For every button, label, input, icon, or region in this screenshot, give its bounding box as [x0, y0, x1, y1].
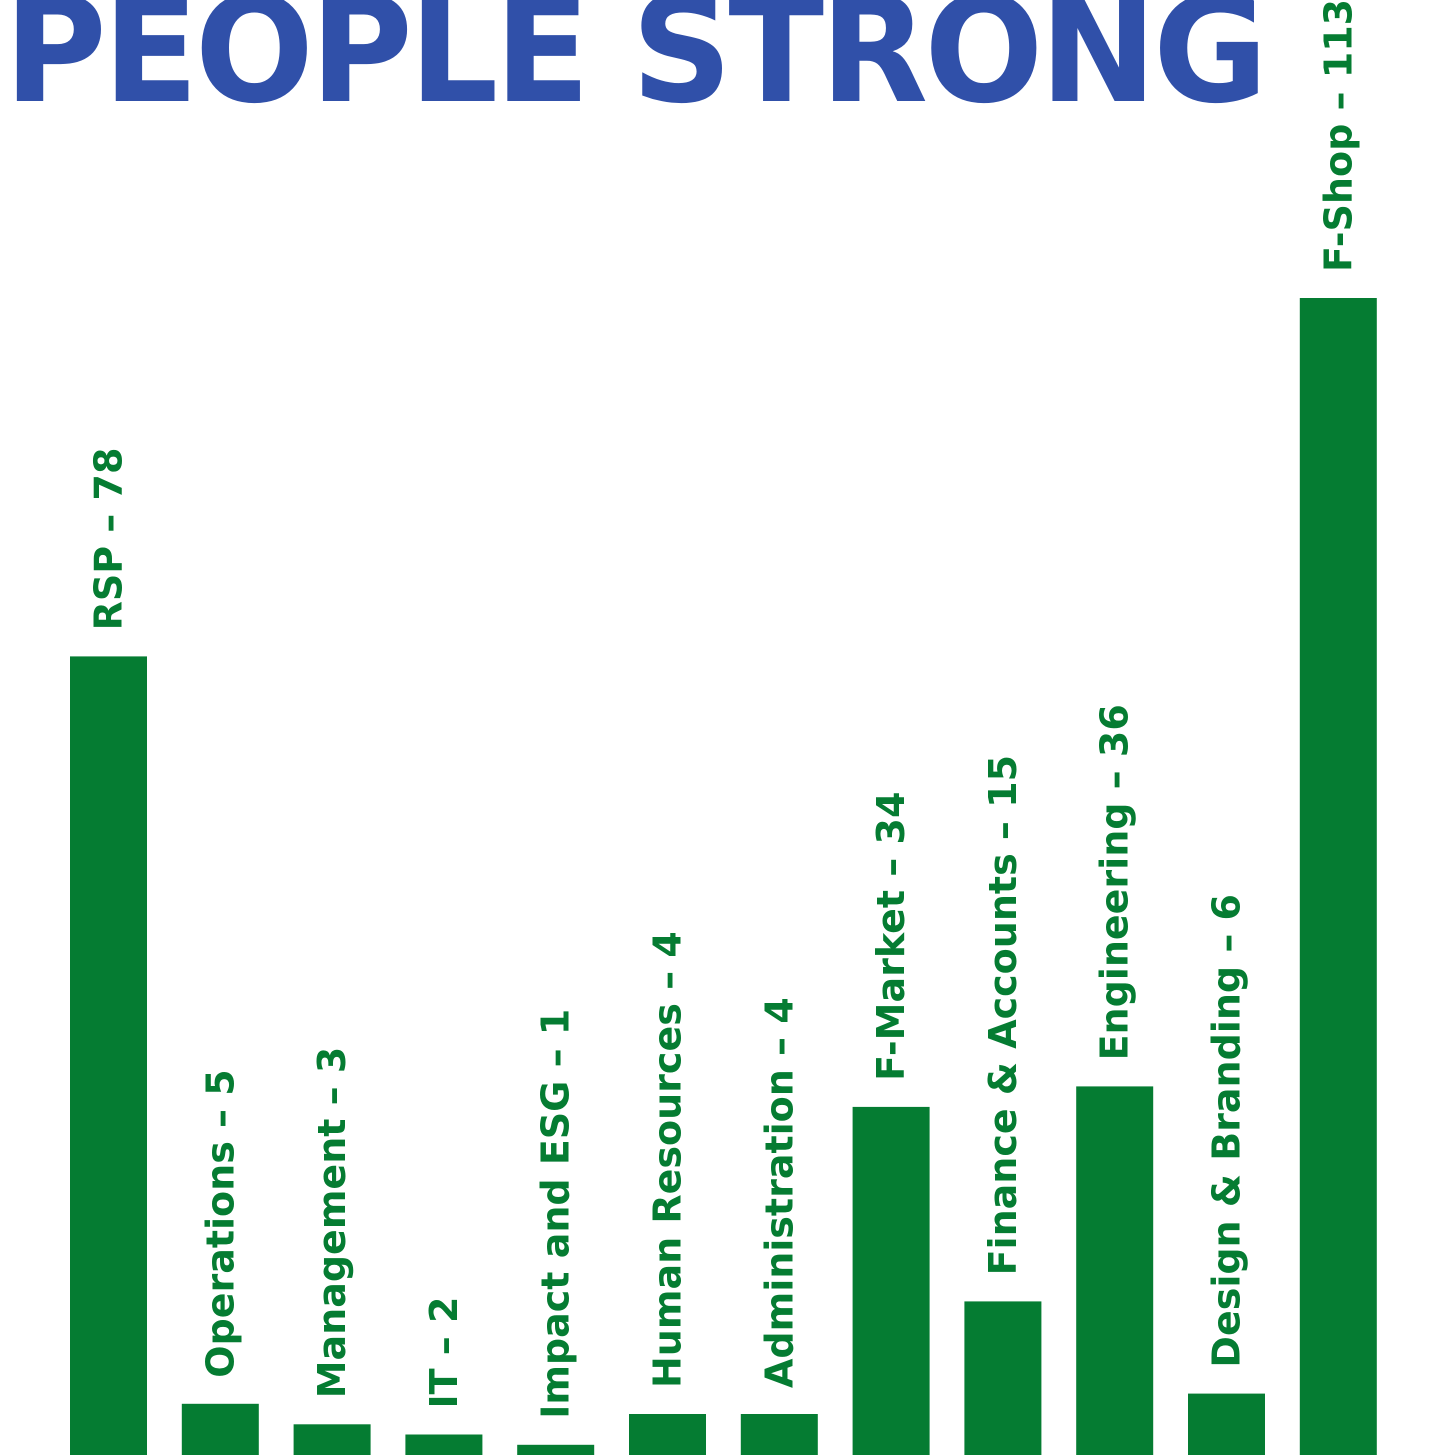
bar-f-market: [852, 1106, 930, 1455]
bar-design-branding: [1188, 1393, 1265, 1455]
page-title: PEOPLE STRONG: [4, 0, 1268, 136]
bar-management: [293, 1424, 371, 1455]
bar-impact-and-esg: [517, 1444, 595, 1455]
bar-f-shop: [1299, 298, 1377, 1455]
bar-rsp: [70, 656, 147, 1455]
bar-label-it: IT – 2: [422, 1297, 466, 1409]
bar-label-f-market: F-Market – 34: [869, 792, 913, 1081]
bars-group: [70, 298, 1377, 1455]
bar-label-design-branding: Design & Branding – 6: [1205, 894, 1249, 1368]
bar-label-human-resources: Human Resources – 4: [646, 931, 690, 1388]
bar-label-impact-and-esg: Impact and ESG – 1: [534, 1009, 578, 1419]
bar-it: [405, 1434, 483, 1455]
bar-label-rsp: RSP – 78: [87, 448, 131, 631]
bar-label-operations: Operations – 5: [198, 1069, 242, 1378]
bar-label-f-shop: F-Shop – 113: [1316, 0, 1360, 272]
bar-finance-accounts: [964, 1301, 1042, 1455]
bar-human-resources: [629, 1414, 706, 1455]
bar-engineering: [1076, 1086, 1154, 1455]
bar-label-engineering: Engineering – 36: [1093, 704, 1137, 1060]
bar-label-management: Management – 3: [310, 1047, 354, 1399]
bar-labels-group: RSP – 78 Operations – 5 Management – 3 IT –…: [87, 0, 1361, 1419]
bar-operations: [181, 1403, 259, 1455]
bar-label-finance-accounts: Finance & Accounts – 15: [981, 755, 1025, 1275]
bar-administration: [740, 1414, 818, 1455]
bar-label-administration: Administration – 4: [757, 997, 801, 1388]
